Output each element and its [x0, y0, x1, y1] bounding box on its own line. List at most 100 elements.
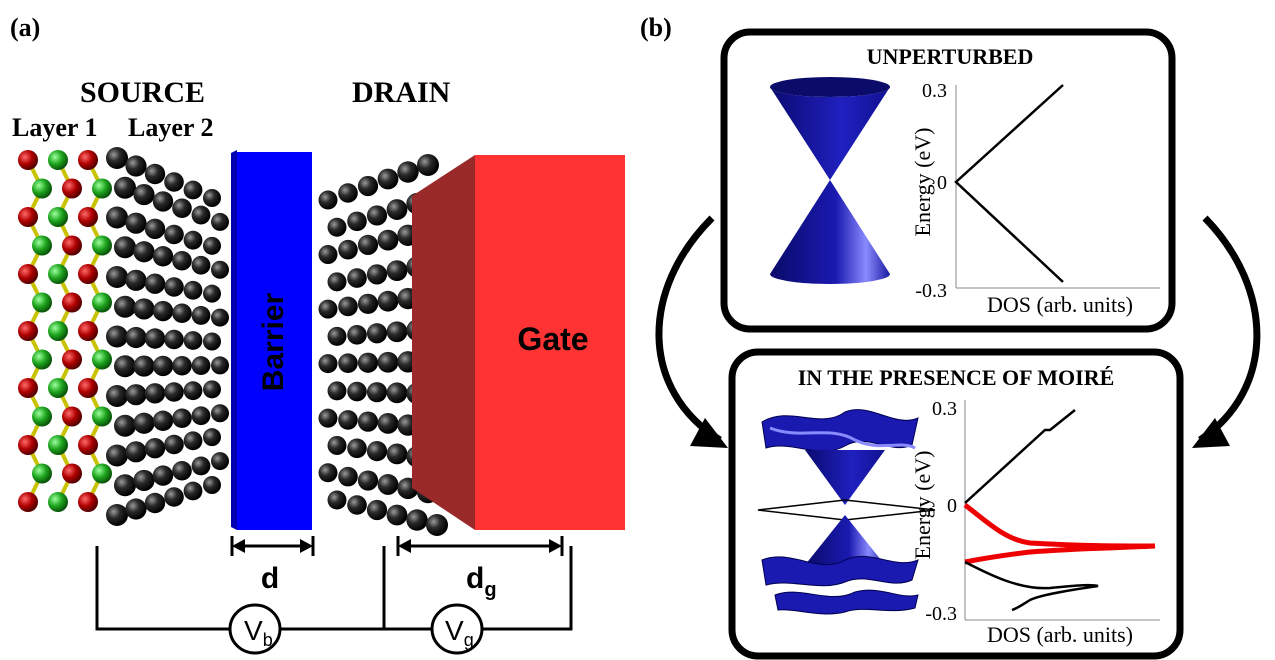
atom-black — [318, 245, 338, 265]
atom-black — [172, 355, 192, 376]
atom-black — [211, 452, 229, 471]
atom-black — [417, 154, 439, 176]
atom-black — [125, 498, 147, 520]
atom-black — [347, 268, 367, 288]
atom-black — [172, 460, 192, 481]
top-xlabel: DOS (arb. units) — [987, 292, 1133, 317]
atom-black — [144, 163, 166, 185]
atom-red — [78, 435, 98, 455]
atom-black — [152, 465, 174, 486]
atom-black — [357, 293, 379, 314]
top-ytick-0: 0 — [937, 172, 947, 194]
atom-black — [338, 183, 358, 203]
atom-black — [377, 412, 399, 434]
atom-black — [125, 155, 147, 177]
dg-dimension: dg — [396, 536, 564, 601]
atom-black — [338, 353, 358, 373]
atom-black — [144, 273, 166, 294]
atom-black — [191, 205, 211, 225]
atom-black — [347, 381, 367, 402]
atom-black — [203, 189, 221, 207]
atom-black — [203, 236, 221, 255]
atom-black — [144, 437, 166, 459]
right-curved-arrow — [1198, 215, 1261, 443]
atom-black — [144, 218, 166, 240]
atom-black — [406, 509, 428, 531]
atom-black — [172, 303, 192, 324]
atom-black — [338, 410, 358, 430]
atom-black — [106, 504, 128, 526]
atom-red — [78, 492, 98, 512]
d-dimension: d — [230, 536, 315, 595]
layer1-label: Layer 1 — [12, 113, 97, 142]
atom-black — [397, 161, 419, 183]
atom-red — [18, 264, 38, 284]
atom-black — [191, 255, 211, 275]
atom-red — [78, 207, 98, 227]
atom-black — [318, 463, 338, 483]
atom-black — [203, 476, 221, 494]
bottom-ytick-0.3: 0.3 — [932, 398, 957, 420]
atom-black — [164, 172, 184, 192]
bottom-ytick-0: 0 — [947, 495, 957, 517]
atom-black — [366, 264, 388, 285]
atom-black — [377, 351, 399, 373]
atom-black — [183, 431, 203, 451]
dg-label: dg — [466, 562, 497, 601]
atom-black — [338, 239, 358, 260]
atom-black — [183, 180, 203, 200]
bottom-dos-curve-lower — [964, 560, 1099, 612]
atom-red — [62, 349, 82, 370]
atom-black — [426, 514, 448, 536]
atom-black — [318, 299, 338, 319]
atom-green — [48, 264, 68, 284]
atom-black — [114, 474, 136, 497]
atom-black — [144, 383, 166, 404]
atom-red — [78, 321, 98, 341]
atom-red — [62, 178, 82, 199]
atom-green — [48, 435, 68, 455]
panel-b-label: (b) — [640, 13, 672, 42]
atom-black — [133, 241, 155, 263]
bottom-xlabel: DOS (arb. units) — [987, 622, 1133, 647]
atom-black — [386, 321, 408, 343]
atom-black — [347, 325, 367, 345]
atom-black — [327, 272, 347, 292]
atom-black — [172, 250, 192, 271]
atom-black — [125, 384, 147, 406]
atom-black — [203, 428, 221, 447]
top-dos-curve — [954, 84, 1064, 283]
atom-black — [327, 217, 347, 237]
atom-green — [32, 463, 52, 484]
gate-label: Gate — [517, 321, 588, 357]
atom-black — [203, 332, 221, 351]
atom-green — [32, 178, 52, 199]
atom-black — [164, 487, 184, 507]
atom-red — [18, 378, 38, 398]
atom-black — [114, 355, 136, 378]
atom-black — [114, 295, 136, 318]
atom-black — [377, 168, 399, 190]
atom-black — [338, 296, 358, 317]
atom-black — [164, 224, 184, 245]
bottom-dos-red-peak — [963, 503, 1156, 565]
atom-black — [133, 412, 155, 434]
moire-band-structure — [757, 409, 936, 615]
atom-red — [78, 150, 98, 170]
atom-black — [347, 495, 367, 515]
left-curved-arrow — [655, 215, 722, 443]
d-label: d — [261, 562, 279, 595]
panel-a-label: (a) — [10, 13, 40, 42]
atom-green — [48, 207, 68, 227]
atom-black — [133, 469, 155, 492]
atom-green — [32, 349, 52, 370]
top-ytick-0.3: 0.3 — [922, 80, 947, 102]
atom-black — [152, 300, 174, 322]
atom-black — [106, 266, 128, 288]
atom-black — [211, 260, 229, 279]
atom-black — [338, 466, 358, 487]
atom-black — [366, 382, 388, 403]
atom-black — [106, 147, 128, 169]
layer2-lattice — [106, 147, 229, 526]
circuit — [95, 546, 573, 631]
